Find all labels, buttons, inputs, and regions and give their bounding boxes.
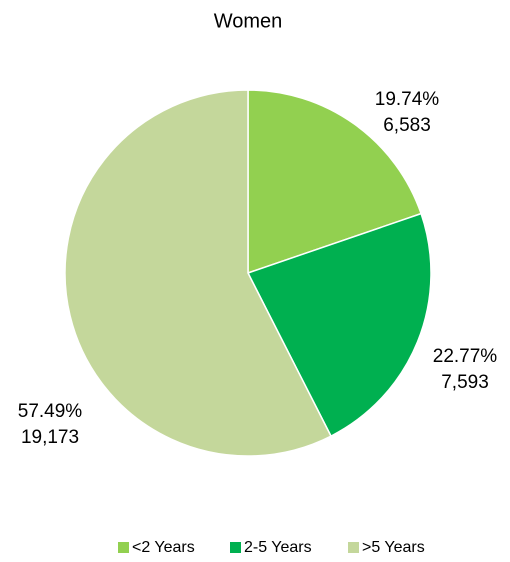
chart-title: Women <box>214 10 283 32</box>
percent-label: 19.74% <box>375 89 440 110</box>
legend-swatch <box>230 542 241 553</box>
count-label: 6,583 <box>383 115 431 136</box>
pie-slice <box>247 89 423 275</box>
legend-swatch <box>348 542 359 553</box>
percent-label: 22.77% <box>433 346 498 367</box>
legend-label: >5 Years <box>362 539 425 556</box>
percent-label: 57.49% <box>18 401 83 422</box>
legend-label: 2-5 Years <box>244 539 312 556</box>
pie-slice <box>246 212 432 438</box>
legend-label: <2 Years <box>132 539 195 556</box>
legend-swatch <box>118 542 129 553</box>
count-label: 7,593 <box>441 372 489 393</box>
count-label: 19,173 <box>21 427 79 448</box>
pie-slice <box>64 89 332 457</box>
